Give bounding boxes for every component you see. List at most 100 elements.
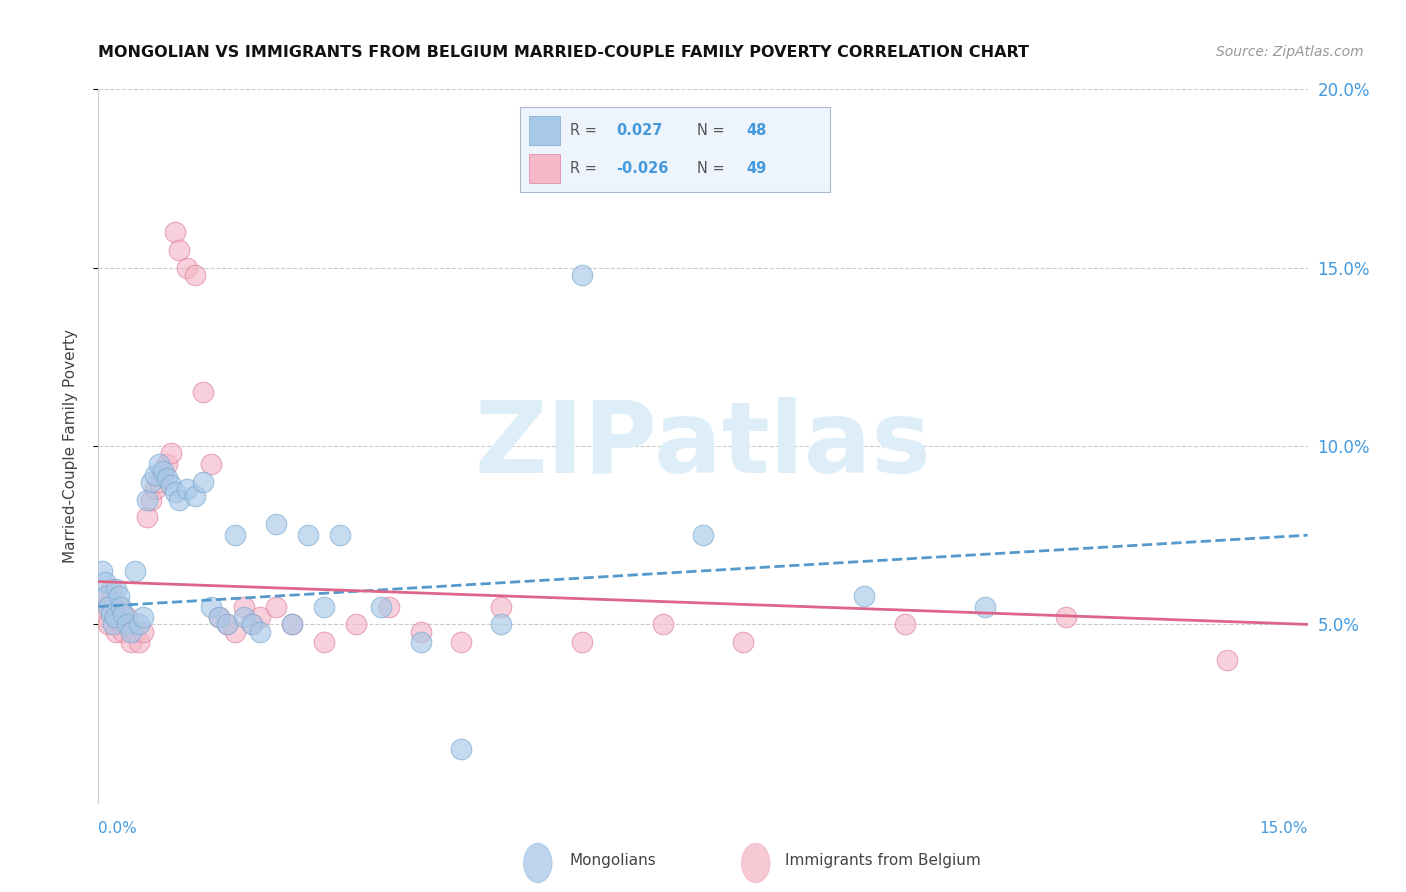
Point	[115, 610, 138, 624]
Point	[96, 589, 118, 603]
Point	[148, 475, 170, 489]
Point	[224, 528, 246, 542]
Text: 48: 48	[747, 123, 766, 138]
Text: 49: 49	[747, 161, 766, 177]
Text: N =: N =	[696, 161, 724, 177]
Point	[94, 574, 117, 589]
Point	[111, 607, 134, 621]
Point	[163, 485, 186, 500]
Point	[240, 617, 263, 632]
Point	[200, 457, 222, 471]
Text: 15.0%: 15.0%	[1260, 821, 1308, 836]
Point	[101, 617, 124, 632]
Point	[893, 617, 915, 632]
Point	[200, 599, 222, 614]
Point	[264, 517, 287, 532]
Text: R =: R =	[569, 161, 596, 177]
Point	[101, 599, 124, 614]
Point	[491, 617, 513, 632]
Point	[571, 268, 593, 282]
Point	[974, 599, 997, 614]
Text: Source: ZipAtlas.com: Source: ZipAtlas.com	[1216, 45, 1364, 59]
Point	[97, 617, 120, 632]
Point	[110, 617, 132, 632]
Point	[110, 599, 132, 614]
Point	[91, 599, 114, 614]
Circle shape	[742, 844, 770, 883]
Point	[139, 492, 162, 507]
Text: R =: R =	[569, 123, 596, 138]
Point	[100, 607, 122, 621]
Point	[184, 268, 207, 282]
Point	[167, 492, 190, 507]
Point	[135, 492, 157, 507]
Text: 0.0%: 0.0%	[98, 821, 138, 836]
Point	[124, 564, 146, 578]
Text: N =: N =	[696, 123, 724, 138]
Point	[853, 589, 876, 603]
Point	[115, 617, 138, 632]
Point	[120, 624, 142, 639]
Point	[491, 599, 513, 614]
Y-axis label: Married-Couple Family Poverty: Married-Couple Family Poverty	[63, 329, 77, 563]
Point	[163, 225, 186, 239]
Point	[105, 582, 128, 596]
Point	[193, 475, 215, 489]
Text: Mongolians: Mongolians	[569, 854, 657, 868]
Point	[143, 467, 166, 482]
Bar	[530, 116, 561, 145]
Point	[103, 607, 125, 621]
Point	[450, 742, 472, 756]
Point	[111, 624, 134, 639]
Point	[107, 599, 129, 614]
Point	[281, 617, 304, 632]
Point	[156, 457, 179, 471]
Point	[281, 617, 304, 632]
Point	[217, 617, 239, 632]
Point	[217, 617, 239, 632]
Point	[249, 610, 271, 624]
Point	[193, 385, 215, 400]
Point	[132, 610, 155, 624]
Point	[1054, 610, 1077, 624]
Point	[156, 471, 179, 485]
Point	[344, 617, 367, 632]
Point	[152, 467, 174, 482]
Text: MONGOLIAN VS IMMIGRANTS FROM BELGIUM MARRIED-COUPLE FAMILY POVERTY CORRELATION C: MONGOLIAN VS IMMIGRANTS FROM BELGIUM MAR…	[98, 45, 1029, 60]
Point	[571, 635, 593, 649]
Point	[167, 243, 190, 257]
Point	[450, 635, 472, 649]
Point	[651, 617, 673, 632]
Point	[1216, 653, 1239, 667]
Point	[148, 457, 170, 471]
Circle shape	[524, 844, 551, 883]
Point	[240, 617, 263, 632]
Point	[105, 624, 128, 639]
Point	[143, 482, 166, 496]
Point	[160, 446, 183, 460]
Point	[94, 610, 117, 624]
Text: ZIPatlas: ZIPatlas	[475, 398, 931, 494]
Point	[100, 582, 122, 596]
Text: -0.026: -0.026	[616, 161, 668, 177]
Point	[692, 528, 714, 542]
Point	[139, 475, 162, 489]
Point	[377, 599, 399, 614]
Point	[128, 635, 150, 649]
Point	[264, 599, 287, 614]
Point	[176, 482, 198, 496]
Point	[184, 489, 207, 503]
Point	[409, 624, 432, 639]
Text: Immigrants from Belgium: Immigrants from Belgium	[785, 854, 980, 868]
Bar	[530, 153, 561, 183]
Text: 0.027: 0.027	[616, 123, 662, 138]
Point	[232, 599, 254, 614]
Point	[329, 528, 352, 542]
Point	[160, 478, 183, 492]
Point	[97, 599, 120, 614]
Point	[124, 624, 146, 639]
Point	[152, 464, 174, 478]
Point	[370, 599, 392, 614]
Point	[409, 635, 432, 649]
Point	[249, 624, 271, 639]
